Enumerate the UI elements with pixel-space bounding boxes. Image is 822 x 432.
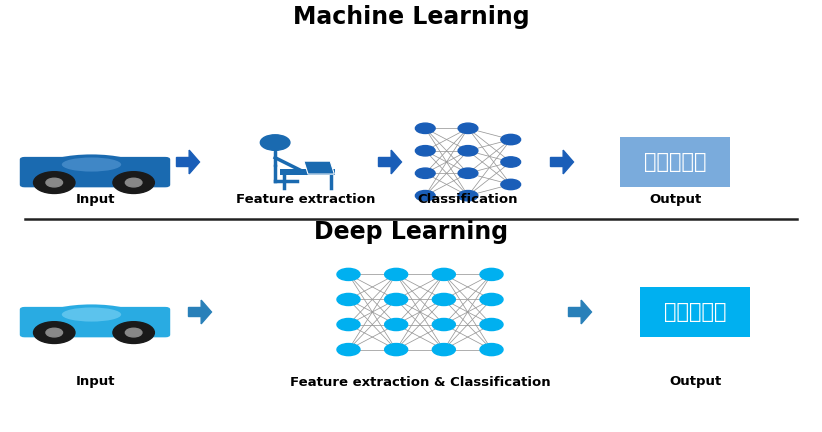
FancyBboxPatch shape [620, 137, 731, 187]
FancyBboxPatch shape [20, 307, 170, 337]
Circle shape [385, 268, 408, 280]
Circle shape [501, 134, 520, 145]
Circle shape [480, 268, 503, 280]
Text: Feature extraction: Feature extraction [236, 194, 375, 206]
Text: Input: Input [76, 194, 115, 206]
Circle shape [126, 178, 142, 187]
Circle shape [458, 123, 478, 133]
Polygon shape [551, 150, 574, 174]
Circle shape [337, 268, 360, 280]
Circle shape [46, 328, 62, 337]
Circle shape [415, 146, 435, 156]
Ellipse shape [46, 305, 137, 327]
Circle shape [337, 343, 360, 356]
Circle shape [458, 191, 478, 201]
Polygon shape [569, 300, 592, 324]
Polygon shape [177, 150, 200, 174]
Circle shape [415, 168, 435, 178]
Ellipse shape [46, 154, 137, 177]
Circle shape [385, 318, 408, 330]
FancyBboxPatch shape [142, 318, 156, 327]
Text: Output: Output [669, 375, 721, 388]
Ellipse shape [62, 308, 121, 321]
Circle shape [113, 322, 155, 343]
Circle shape [480, 343, 503, 356]
Circle shape [34, 172, 75, 194]
Polygon shape [378, 150, 401, 174]
Circle shape [385, 343, 408, 356]
Circle shape [261, 135, 290, 150]
FancyBboxPatch shape [280, 169, 335, 175]
Polygon shape [188, 300, 211, 324]
Circle shape [415, 191, 435, 201]
Ellipse shape [62, 158, 121, 172]
Text: Input: Input [76, 375, 115, 388]
FancyBboxPatch shape [142, 168, 156, 177]
Text: Classification: Classification [418, 194, 518, 206]
FancyBboxPatch shape [20, 157, 170, 187]
Text: 是否為車子: 是否為車子 [663, 302, 727, 322]
Circle shape [34, 322, 75, 343]
Circle shape [480, 318, 503, 330]
Circle shape [385, 293, 408, 305]
Text: Deep Learning: Deep Learning [314, 220, 508, 244]
Circle shape [46, 178, 62, 187]
Circle shape [432, 268, 455, 280]
Circle shape [432, 343, 455, 356]
Circle shape [458, 146, 478, 156]
Circle shape [126, 328, 142, 337]
Text: Machine Learning: Machine Learning [293, 5, 529, 29]
Circle shape [432, 318, 455, 330]
Text: Output: Output [649, 194, 701, 206]
Text: Feature extraction & Classification: Feature extraction & Classification [289, 375, 550, 388]
Circle shape [337, 293, 360, 305]
Text: 是否為車子: 是否為車子 [644, 152, 706, 172]
Circle shape [337, 318, 360, 330]
Circle shape [432, 293, 455, 305]
Circle shape [415, 123, 435, 133]
Circle shape [458, 168, 478, 178]
Circle shape [501, 179, 520, 190]
Circle shape [113, 172, 155, 194]
FancyBboxPatch shape [640, 287, 750, 337]
Polygon shape [304, 161, 335, 174]
Circle shape [501, 157, 520, 167]
Circle shape [480, 293, 503, 305]
